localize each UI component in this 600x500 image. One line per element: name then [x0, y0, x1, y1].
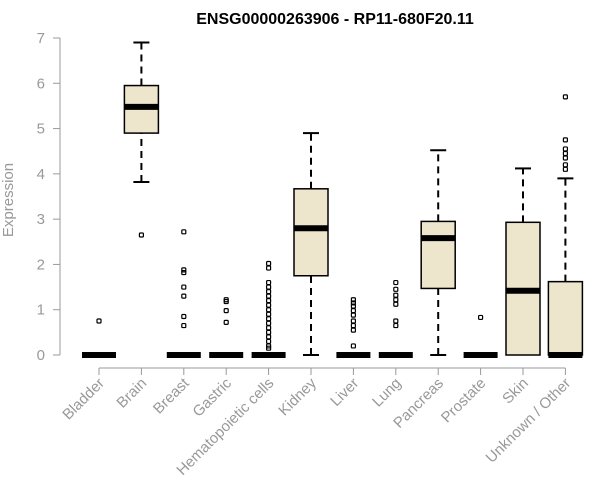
outlier-point [181, 284, 187, 290]
x-tick-label: Kidney [275, 374, 320, 419]
outlier-point [266, 298, 272, 304]
box-group [166, 229, 201, 358]
outlier-point [266, 279, 272, 286]
outlier-point [266, 338, 272, 345]
outlier-point [562, 150, 569, 157]
outlier-point [266, 289, 272, 295]
x-tick-label: Lung [369, 375, 405, 411]
outlier-point [266, 325, 272, 331]
outlier-point [350, 297, 356, 303]
y-tick-label: 5 [37, 121, 45, 138]
outlier-point [393, 301, 399, 307]
box-group [82, 318, 116, 358]
box-group [209, 297, 244, 358]
outlier-point [393, 279, 399, 286]
box-group [293, 132, 329, 356]
outlier-point [181, 229, 187, 235]
box-iqr [293, 188, 329, 277]
outlier-point [393, 297, 399, 303]
outlier-point [350, 300, 356, 306]
x-tick-label: Brain [113, 375, 150, 412]
outlier-point [266, 302, 272, 308]
outlier-point [562, 94, 569, 100]
chart-title: ENSG00000263906 - RP11-680F20.11 [196, 11, 474, 28]
outlier-point [266, 260, 272, 267]
boxes-layer [82, 41, 584, 358]
y-tick-label: 1 [37, 302, 45, 319]
box-iqr [420, 220, 456, 290]
outlier-point [223, 298, 229, 305]
outlier-point [138, 232, 144, 238]
x-tick-label: Breast [150, 374, 193, 417]
x-tick-label: Skin [499, 375, 532, 408]
outlier-point [266, 311, 272, 317]
outlier-point [266, 320, 272, 326]
outlier-point [562, 155, 569, 161]
outlier-point [350, 343, 356, 349]
outlier-point [393, 292, 399, 298]
box-group [463, 314, 498, 358]
box-group [123, 41, 160, 238]
y-tick-label: 6 [37, 75, 45, 92]
outlier-point [223, 308, 229, 314]
y-axis: 0 1 2 3 4 5 6 7 [37, 30, 61, 364]
outlier-point [350, 308, 356, 314]
box-group [378, 279, 413, 358]
outlier-point [562, 146, 569, 152]
outlier-point [223, 319, 229, 325]
outlier-point [266, 265, 272, 271]
box-group [505, 167, 541, 356]
outlier-point [266, 284, 272, 290]
outlier-point [266, 334, 272, 340]
box-group [420, 149, 456, 356]
outlier-point [350, 327, 356, 333]
x-tick-label: Liver [327, 375, 362, 410]
outlier-point [350, 318, 356, 324]
outlier-point [181, 313, 187, 320]
outlier-point [350, 312, 356, 318]
outlier-point [393, 322, 399, 329]
y-axis-label: Expression [0, 163, 17, 237]
y-tick-label: 0 [37, 347, 45, 364]
outlier-point [266, 329, 272, 335]
outlier-point [181, 293, 187, 299]
outlier-point [181, 269, 187, 276]
box-iqr [547, 280, 584, 356]
y-tick-label: 4 [37, 166, 45, 183]
outlier-point [266, 293, 272, 299]
outlier-point [266, 345, 272, 351]
x-tick-label: Bladder [59, 375, 108, 424]
outlier-point [350, 322, 356, 329]
x-tick-label: Prostate [438, 375, 490, 427]
outlier-point [350, 303, 356, 309]
outlier-point [393, 286, 399, 292]
box-group [547, 94, 584, 358]
box-group [336, 297, 371, 358]
outlier-point [181, 322, 187, 329]
y-tick-label: 2 [37, 256, 45, 273]
outlier-point [562, 162, 569, 168]
outlier-point [266, 307, 272, 313]
outlier-point [266, 316, 272, 322]
y-tick-label: 7 [37, 30, 45, 47]
outlier-point [478, 314, 484, 321]
outlier-point [181, 267, 187, 273]
outlier-point [393, 318, 399, 324]
box-group [251, 260, 286, 358]
outlier-point [562, 137, 569, 143]
outlier-point [562, 166, 569, 172]
y-tick-label: 3 [37, 211, 45, 228]
outlier-point [96, 318, 102, 324]
